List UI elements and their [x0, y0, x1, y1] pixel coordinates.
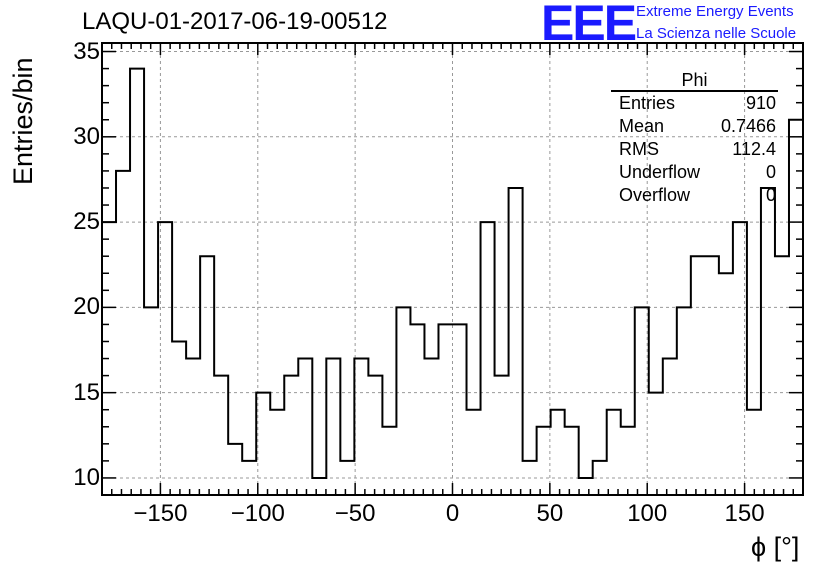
histogram-bin: [467, 410, 481, 495]
histogram-bin: [453, 324, 467, 495]
histogram-bin: [340, 461, 354, 495]
histogram-bin: [607, 410, 621, 495]
histogram-series: [102, 67, 803, 479]
histogram-bin: [509, 188, 523, 495]
histogram-bin: [761, 188, 775, 495]
histogram-bin: [214, 376, 228, 495]
stats-value: 0: [765, 185, 776, 205]
histogram-bin: [551, 410, 565, 495]
histogram-bin: [410, 324, 424, 495]
histogram-bin: [579, 478, 593, 495]
stats-row-rms: RMS 112.4: [611, 138, 778, 161]
stats-label: RMS: [619, 139, 659, 159]
stats-row-entries: Entries 910: [611, 92, 778, 115]
x-tick-label: 150: [724, 500, 765, 527]
eee-logo-mark: EEE: [541, 0, 637, 51]
stats-value: 0.7466: [720, 116, 776, 136]
histogram-bin: [705, 256, 719, 495]
histogram-bin: [775, 256, 789, 495]
histogram-bin: [663, 359, 677, 495]
logo-line-2: La Scienza nelle Scuole: [636, 25, 797, 42]
histogram-bin: [242, 461, 256, 495]
histogram-bin: [677, 307, 691, 495]
histogram-bin: [326, 359, 340, 495]
stats-value: 0: [765, 162, 776, 182]
y-axis-label: Entries/bin: [8, 57, 38, 185]
histogram-bin: [256, 393, 270, 495]
histogram-bin: [130, 69, 144, 495]
y-tick-label: 20: [73, 293, 100, 321]
histogram-bin: [424, 359, 438, 495]
histogram-bin: [733, 222, 747, 495]
histogram-bin: [438, 324, 452, 495]
histogram-bin: [747, 410, 761, 495]
histogram-bin: [270, 410, 284, 495]
stats-label: Underflow: [619, 162, 701, 182]
x-tick-label: −50: [334, 500, 376, 527]
histogram-bin: [158, 222, 172, 495]
histogram-bin: [312, 478, 326, 495]
histogram-bin: [691, 256, 705, 495]
histogram-bin: [649, 393, 663, 495]
chart-title: LAQU-01-2017-06-19-00512: [82, 8, 388, 35]
histogram-bin: [621, 427, 635, 495]
histogram-bin: [186, 359, 200, 495]
stats-title: Phi: [611, 70, 778, 92]
histogram-bin: [565, 427, 579, 495]
y-tick-label: 10: [73, 463, 100, 491]
histogram-bin: [593, 461, 607, 495]
histogram-bin: [368, 376, 382, 495]
stats-box: Phi Entries 910 Mean 0.7466 RMS 112.4 Un…: [611, 70, 778, 207]
histogram-bin: [481, 222, 495, 495]
histogram-bin: [144, 307, 158, 495]
histogram-bin: [298, 359, 312, 495]
histogram-bin: [284, 376, 298, 495]
stats-value: 112.4: [732, 139, 776, 159]
histogram-bin: [495, 376, 509, 495]
histogram-bin: [228, 444, 242, 495]
histogram-bin: [396, 307, 410, 495]
x-tick-label: −150: [133, 500, 188, 527]
y-tick-label: 25: [73, 208, 100, 236]
x-tick-label: 50: [536, 500, 564, 527]
stats-label: Entries: [619, 93, 676, 113]
stats-label: Mean: [619, 116, 665, 136]
y-tick-label: 35: [73, 37, 100, 65]
x-tick-label: 0: [445, 500, 460, 527]
histogram-bin: [354, 359, 368, 495]
y-tick-label: 15: [73, 378, 100, 406]
stats-row-mean: Mean 0.7466: [611, 115, 778, 138]
stats-row-overflow: Overflow 0: [611, 184, 778, 207]
histogram-bin: [523, 461, 537, 495]
stats-row-underflow: Underflow 0: [611, 161, 778, 184]
histogram-bin: [635, 307, 649, 495]
histogram-bin: [719, 273, 733, 495]
x-axis-label: ϕ [°]: [751, 532, 800, 562]
plot-frame: [101, 42, 804, 496]
stats-value: 910: [745, 93, 776, 113]
stats-label: Overflow: [619, 185, 691, 205]
y-tick-label: 30: [73, 122, 100, 150]
logo-line-1: Extreme Energy Events: [636, 3, 794, 20]
histogram-bin: [537, 427, 551, 495]
histogram-bin: [172, 341, 186, 495]
histogram-bin: [116, 171, 130, 495]
histogram-bin: [200, 256, 214, 495]
histogram-bin: [382, 427, 396, 495]
x-tick-label: 100: [627, 500, 668, 527]
x-tick-label: −100: [230, 500, 285, 527]
